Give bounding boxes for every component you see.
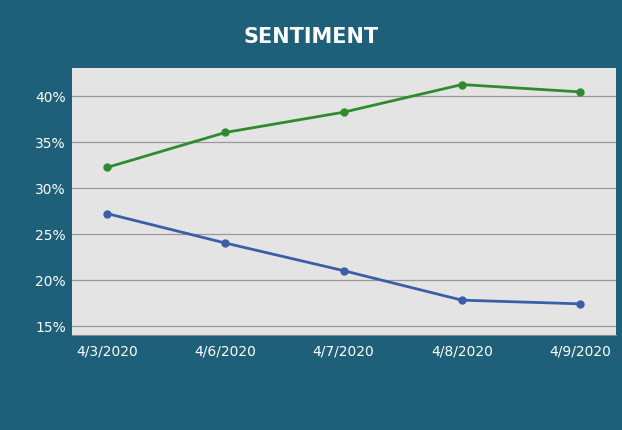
Decliners (221, 241, 229, 246)
Advancers (340, 111, 347, 116)
Advancers (103, 166, 111, 171)
Decliners (340, 268, 347, 273)
Advancers (577, 90, 584, 95)
Decliners (577, 301, 584, 307)
Text: SENTIMENT: SENTIMENT (243, 27, 379, 46)
Advancers (458, 83, 466, 88)
Decliners (458, 298, 466, 303)
Line: Advancers: Advancers (103, 82, 584, 172)
Line: Decliners: Decliners (103, 211, 584, 307)
Decliners (103, 212, 111, 217)
Advancers (221, 131, 229, 136)
Legend: Decliners, Advancers: Decliners, Advancers (216, 428, 471, 430)
